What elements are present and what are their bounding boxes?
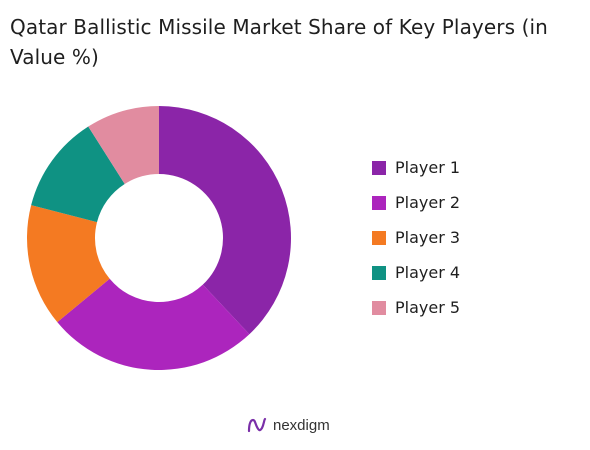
legend-label: Player 1 [395, 158, 461, 177]
legend-swatch [372, 300, 386, 315]
legend-item-player-2: Player 2 [372, 185, 460, 220]
brand-name: nexdigm [273, 416, 330, 434]
legend-swatch [372, 195, 386, 210]
legend-item-player-4: Player 4 [372, 255, 460, 290]
donut-slice-player-5 [88, 106, 159, 184]
chart-title: Qatar Ballistic Missile Market Share of … [10, 15, 548, 69]
donut-slice-player-4 [31, 126, 125, 223]
brand-footer: nexdigm [246, 414, 330, 436]
legend-label: Player 3 [395, 228, 461, 247]
chart-legend: Player 1 Player 2 Player 3 Player 4 Player 5 [372, 150, 460, 325]
nexdigm-logo-icon [246, 414, 268, 436]
legend-label: Player 4 [395, 263, 461, 282]
legend-label: Player 2 [395, 193, 461, 212]
donut-slice-player-2 [57, 278, 250, 370]
donut-slices [27, 106, 291, 370]
donut-slice-player-3 [27, 205, 110, 323]
donut-slice-player-1 [159, 106, 291, 335]
legend-swatch [372, 265, 386, 280]
legend-label: Player 5 [395, 298, 461, 317]
legend-swatch [372, 230, 386, 245]
legend-item-player-5: Player 5 [372, 290, 460, 325]
legend-item-player-3: Player 3 [372, 220, 460, 255]
legend-item-player-1: Player 1 [372, 150, 460, 185]
legend-swatch [372, 160, 386, 175]
